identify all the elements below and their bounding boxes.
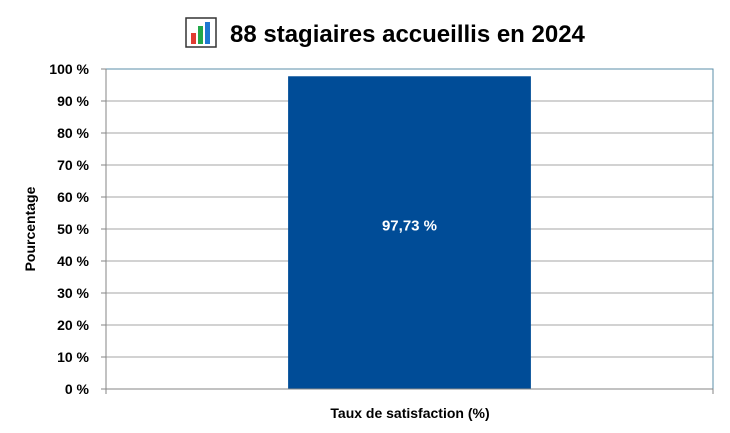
y-tick-label: 90 % xyxy=(57,93,89,109)
y-tick-labels: 0 % 10 % 20 % 30 % 40 % 50 % 60 % 70 % 80 % 90 % 1… xyxy=(49,61,89,397)
bars: 97,73 % xyxy=(288,76,531,389)
bar-chart-icon xyxy=(185,17,217,48)
chart-title: 88 stagiaires accueillis en 2024 xyxy=(230,21,586,48)
icon-bar-red xyxy=(191,33,196,44)
y-tick-label: 100 % xyxy=(49,61,89,77)
bar xyxy=(288,76,531,389)
y-tick-label: 50 % xyxy=(57,221,89,237)
y-tick-label: 10 % xyxy=(57,349,89,365)
x-axis-label: Taux de satisfaction (%) xyxy=(330,405,489,421)
bar-data-label: 97,73 % xyxy=(382,218,437,235)
y-tick-label: 80 % xyxy=(57,125,89,141)
y-axis-label: Pourcentage xyxy=(22,186,38,271)
y-tick-label: 70 % xyxy=(57,157,89,173)
y-tick-label: 0 % xyxy=(65,381,90,397)
y-tick-label: 40 % xyxy=(57,253,89,269)
chart-title-group: 88 stagiaires accueillis en 2024 xyxy=(185,17,586,48)
y-tick-label: 20 % xyxy=(57,317,89,333)
y-tick-label: 60 % xyxy=(57,189,89,205)
icon-bar-blue xyxy=(205,22,210,44)
axes xyxy=(101,68,714,394)
icon-bar-green xyxy=(198,26,203,44)
y-tick-label: 30 % xyxy=(57,285,89,301)
